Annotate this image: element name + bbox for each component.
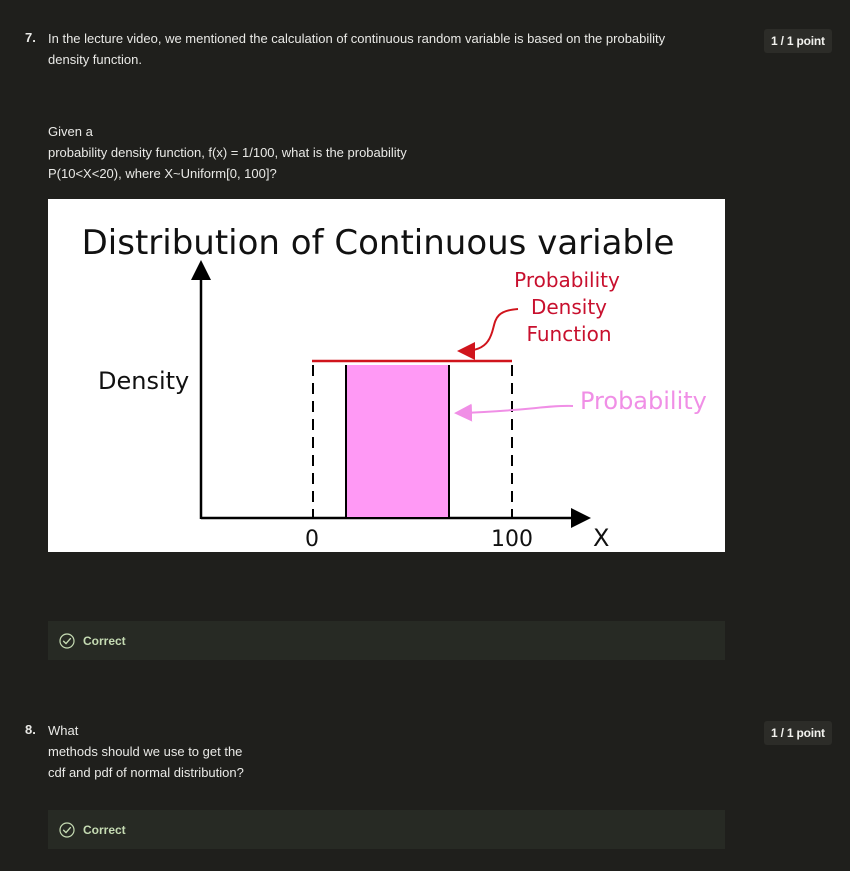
figure-title: Distribution of Continuous variable: [82, 223, 675, 263]
pdf-label-line: Function: [526, 322, 611, 346]
y-axis-label: Density: [98, 367, 189, 395]
pdf-label-line: Probability: [514, 268, 620, 292]
pdf-label-line: Density: [531, 295, 607, 319]
question-detail: Given a probability density function, f(…: [48, 121, 648, 184]
question-detail-line: probability density function, f(x) = 1/1…: [48, 145, 407, 160]
x-axis-label: X: [593, 524, 609, 552]
question-text: In the lecture video, we mentioned the c…: [48, 28, 748, 70]
question-text: What methods should we use to get the cd…: [48, 720, 548, 783]
distribution-figure: Distribution of Continuous variable Dens…: [48, 199, 725, 552]
question-text-line: What: [48, 723, 79, 738]
check-circle-icon: [59, 632, 75, 649]
question-detail-line: P(10<X<20), where X~Uniform[0, 100]?: [48, 166, 277, 181]
points-badge: 1 / 1 point: [764, 29, 832, 53]
tick-label-right: 100: [491, 527, 533, 552]
tick-label-left: 0: [305, 527, 319, 552]
probability-label: Probability: [580, 387, 707, 415]
question-text-line: methods should we use to get the: [48, 744, 243, 759]
feedback-correct: Correct: [48, 810, 725, 849]
question-number: 7.: [25, 30, 36, 45]
probability-arrow: [454, 403, 574, 422]
feedback-label: Correct: [83, 633, 126, 648]
feedback-correct: Correct: [48, 621, 725, 660]
question-detail-line: Given a: [48, 124, 93, 139]
check-circle-icon: [59, 821, 75, 838]
probability-area: [346, 365, 449, 517]
pdf-arrow: [457, 308, 519, 360]
distribution-diagram: Distribution of Continuous variable Dens…: [82, 223, 707, 552]
question-number: 8.: [25, 722, 36, 737]
feedback-label: Correct: [83, 822, 126, 837]
question-text-line: In the lecture video, we mentioned the c…: [48, 31, 666, 46]
question-text-line: density function.: [48, 52, 142, 67]
question-text-line: cdf and pdf of normal distribution?: [48, 765, 244, 780]
points-badge: 1 / 1 point: [764, 721, 832, 745]
